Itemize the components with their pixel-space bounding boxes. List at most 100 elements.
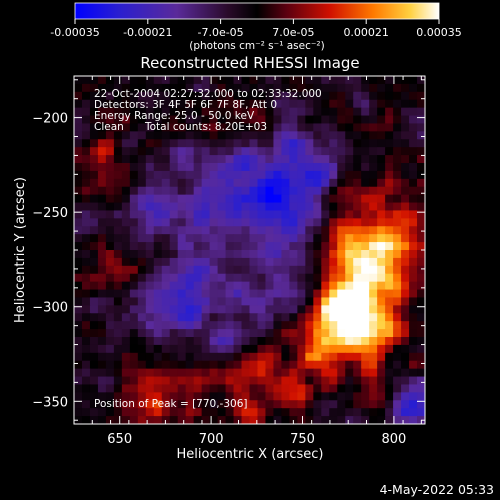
heatmap-cell <box>281 360 290 370</box>
heatmap-cell <box>281 384 290 393</box>
heatmap-cell <box>337 147 346 156</box>
heatmap-cell <box>257 281 267 291</box>
heatmap-cell <box>313 131 322 140</box>
heatmap-cell <box>353 344 362 354</box>
heatmap-cell <box>329 297 338 306</box>
heatmap-cell <box>297 83 306 93</box>
heatmap-cell <box>329 163 338 172</box>
detectors-text: Detectors: 3F 4F 5F 6F 7F 8F, Att 0 <box>94 99 277 111</box>
heatmap-cell <box>377 337 386 346</box>
heatmap-cell <box>273 273 283 283</box>
heatmap-cell <box>97 305 107 314</box>
heatmap-cell <box>393 210 402 219</box>
heatmap-cell <box>89 416 99 424</box>
heatmap-cell <box>409 83 418 93</box>
heatmap-cell <box>113 99 123 109</box>
heatmap-cell <box>137 242 147 251</box>
heatmap-cell <box>161 123 171 132</box>
heatmap-cell <box>377 242 386 251</box>
heatmap-cell <box>305 194 314 204</box>
heatmap-cell <box>233 368 243 378</box>
heatmap-cell <box>201 250 211 259</box>
heatmap-cell <box>417 384 425 393</box>
heatmap-cell <box>417 234 425 243</box>
heatmap-cell <box>401 186 410 196</box>
heatmap-cell <box>233 329 243 338</box>
heatmap-cell <box>74 400 83 409</box>
heatmap-cell <box>369 194 378 204</box>
heatmap-cell <box>201 170 211 180</box>
heatmap-cell <box>137 329 147 338</box>
heatmap-cell <box>257 344 267 354</box>
heatmap-cell <box>201 289 211 299</box>
heatmap-cell <box>241 321 251 330</box>
heatmap-cell <box>369 250 378 259</box>
heatmap-cell <box>289 115 298 125</box>
heatmap-cell <box>201 155 211 164</box>
heatmap-cell <box>105 400 115 409</box>
heatmap-cell <box>297 360 306 370</box>
heatmap-cell <box>209 289 219 299</box>
heatmap-cell <box>257 337 267 346</box>
heatmap-cell <box>345 392 354 401</box>
heatmap-cell <box>113 408 123 417</box>
heatmap-cell <box>361 329 370 338</box>
heatmap-cell <box>145 99 155 109</box>
heatmap-cell <box>145 91 155 101</box>
heatmap-cell <box>217 384 227 393</box>
heatmap-cell <box>97 337 107 346</box>
heatmap-cell <box>393 170 402 180</box>
heatmap-cell <box>353 234 362 243</box>
heatmap-cell <box>329 186 338 196</box>
heatmap-cell <box>385 131 394 140</box>
heatmap-cell <box>161 250 171 259</box>
heatmap-cell <box>129 305 139 314</box>
heatmap-cell <box>265 250 275 259</box>
heatmap-cell <box>241 194 251 204</box>
heatmap-cell <box>233 123 243 132</box>
heatmap-cell <box>97 400 107 409</box>
heatmap-cell <box>201 115 211 125</box>
heatmap-cell <box>177 305 187 314</box>
heatmap-cell <box>161 376 171 386</box>
heatmap-cell <box>273 265 283 275</box>
heatmap-cell <box>369 281 378 291</box>
heatmap-cell <box>217 226 227 235</box>
heatmap-cell <box>369 234 378 243</box>
heatmap-cell <box>153 305 163 314</box>
heatmap-cell <box>185 155 195 164</box>
heatmap-cell <box>265 281 275 291</box>
heatmap-cell <box>377 400 386 409</box>
heatmap-cell <box>81 408 91 417</box>
heatmap-cell <box>401 242 410 251</box>
heatmap-cell <box>353 147 362 156</box>
heatmap-cell <box>417 115 425 125</box>
heatmap-cell <box>297 250 306 259</box>
heatmap-cell <box>385 281 394 291</box>
heatmap-cell <box>97 289 107 299</box>
heatmap-cell <box>169 210 179 219</box>
heatmap-cell <box>185 170 195 180</box>
heatmap-cell <box>369 392 378 401</box>
heatmap-cell <box>249 273 259 283</box>
heatmap-cell <box>225 131 235 140</box>
heatmap-cell <box>337 281 346 291</box>
heatmap-cell <box>193 416 203 424</box>
heatmap-cell <box>329 408 338 417</box>
heatmap-cell <box>233 76 243 85</box>
heatmap-cell <box>289 289 298 299</box>
heatmap-cell <box>137 416 147 424</box>
heatmap-cell <box>233 194 243 204</box>
heatmap-cell <box>97 131 107 140</box>
heatmap-cell <box>265 313 275 322</box>
heatmap-cell <box>129 123 139 132</box>
heatmap-cell <box>137 360 147 370</box>
heatmap-cell <box>209 305 219 314</box>
heatmap-cell <box>74 155 83 164</box>
colorbar-tick-label: 0.00021 <box>343 26 389 39</box>
heatmap-cell <box>313 416 322 424</box>
heatmap-cell <box>257 186 267 196</box>
heatmap-cell <box>169 313 179 322</box>
heatmap-cell <box>289 234 298 243</box>
heatmap-cell <box>321 202 330 212</box>
